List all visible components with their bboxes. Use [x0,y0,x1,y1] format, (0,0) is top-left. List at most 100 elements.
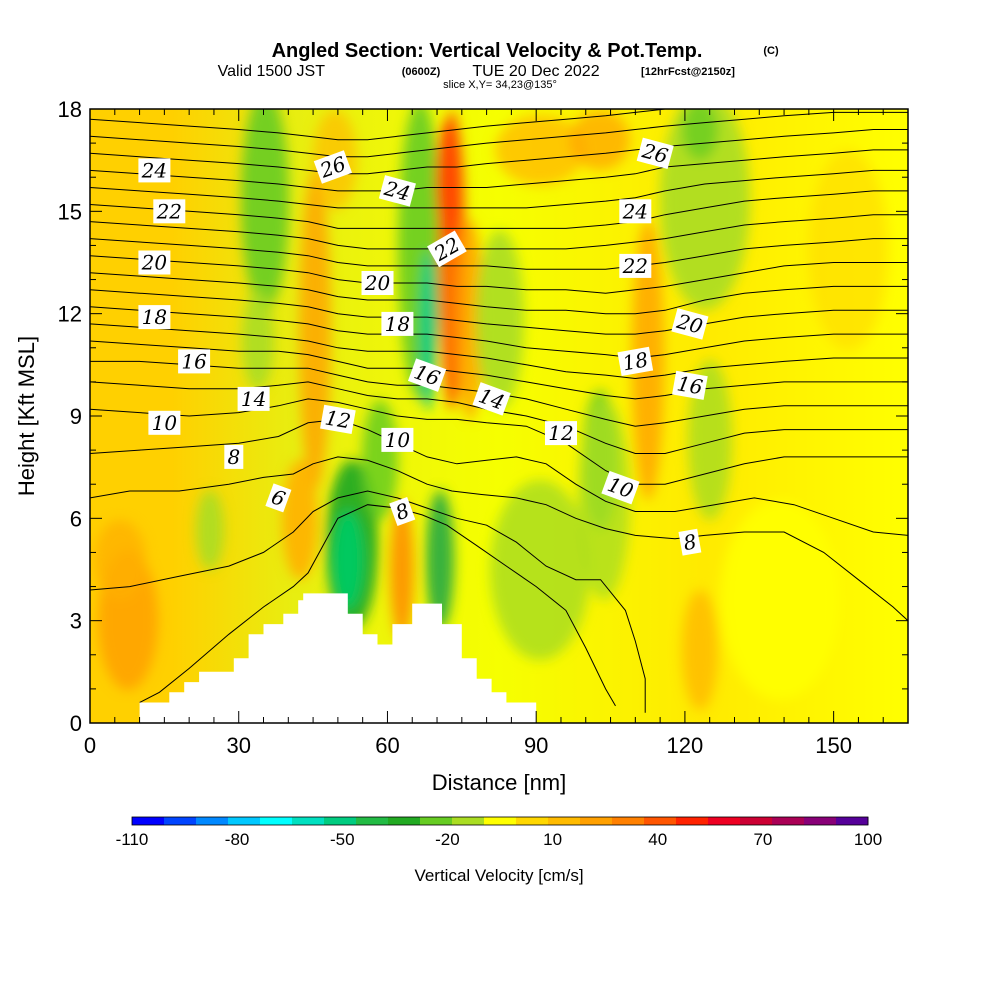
contour-label-text: 8 [682,529,699,555]
title-valid: Valid 1500 JST [218,63,326,80]
colorbar-swatch [292,817,325,825]
vv-blob [332,510,364,610]
colorbar-title: Vertical Velocity [cm/s] [414,866,583,885]
contour-label-box [224,444,244,469]
vv-blob [720,500,840,700]
colorbar-tick-label: -20 [435,830,460,849]
x-tick-label: 120 [667,733,704,758]
figure-title: Angled Section: Vertical Velocity & Pot.… [218,40,779,91]
contour-label-text: 24 [141,158,167,182]
contour-label-text: 22 [156,199,182,223]
contour-label: 20 [138,250,171,275]
theta-contour-line [90,323,908,380]
colorbar-swatch [708,817,741,825]
title-copyright: (C) [763,45,779,57]
colorbar-swatch [196,817,229,825]
x-axis: 0 30 60 90 120 150 [84,109,909,758]
vv-blob [456,220,484,420]
vv-blob [808,150,888,350]
contour-label-text: 12 [323,405,352,433]
contour-label-box [389,496,416,527]
contour-label: 10 [381,427,414,452]
x-tick-label: 150 [815,733,852,758]
vv-blob [94,520,146,600]
theta-contour-line [90,111,908,158]
x-tick-label: 30 [226,733,250,758]
colorbar-swatch [228,817,261,825]
y-tick-label: 9 [70,404,82,429]
theta-contour-line [90,190,908,229]
vv-blob [476,230,524,410]
contour-label-text: 10 [152,411,178,435]
contour-label-text: 12 [548,421,573,445]
colorbar-tick-label: -80 [225,830,250,849]
theta-contour-line [90,109,666,141]
vv-blob [196,490,224,570]
title-forecast: [12hrFcst@2150z] [641,66,735,78]
contour-label-box [407,358,447,392]
colorbar-swatch [356,817,389,825]
y-tick-label: 18 [58,97,82,122]
colorbar-swatch [548,817,581,825]
contour-label-box [617,346,654,376]
y-axis: 0 3 6 9 12 15 18 [58,97,908,736]
colorbar-swatch [836,817,869,825]
theta-contour-line [90,255,908,294]
y-tick-label: 12 [58,302,82,327]
contour-label: 24 [378,175,416,207]
colorbar-swatch [324,817,357,825]
contour-label-text: 20 [364,271,391,295]
theta-contour-line [90,306,908,359]
contour-label-box [619,199,652,224]
contour-label-box [148,410,181,435]
colorbar-swatch [804,817,837,825]
colorbar-tick-label: -110 [116,830,149,849]
colorbar-swatch [772,817,805,825]
contour-label: 18 [138,305,171,330]
contour-label: 16 [178,349,211,374]
theta-contour-line [90,129,908,175]
contour-label-box [671,308,709,340]
contour-label-text: 10 [385,428,411,452]
vv-blob [490,480,590,660]
contour-label-text: 24 [622,199,648,223]
y-tick-label: 3 [70,609,82,634]
x-axis-label: Distance [nm] [432,770,567,795]
contour-label-box [361,271,394,295]
contour-label-box [636,137,674,170]
contour-label-box [672,370,708,400]
contour-label-box [378,175,416,207]
contour-label-box [678,528,702,556]
vv-blob [390,500,414,640]
contour-label: 12 [320,404,356,434]
x-tick-label: 60 [375,733,399,758]
y-tick-label: 6 [70,506,82,531]
contour-label: 20 [361,271,394,295]
colorbar-swatch [452,817,485,825]
contour-label: 8 [389,496,416,527]
contour-label-box [381,311,414,336]
vv-blob [688,360,732,520]
colorbar-swatch [164,817,197,825]
colorbar-tick-label: 100 [854,830,882,849]
contour-label-box [138,305,171,330]
contour-label-box [178,349,211,374]
colorbar-swatch [740,817,773,825]
theta-contour-line [90,490,646,713]
contour-label: 22 [153,199,186,224]
vv-blob [241,109,289,310]
title-main: Angled Section: Vertical Velocity & Pot.… [272,40,703,62]
colorbar-swatch [260,817,293,825]
colorbar-tick-label: 70 [753,830,772,849]
vv-blob [495,115,585,185]
contour-label-box [313,150,353,184]
contour-label-text: 20 [141,251,168,275]
contour-label-text: 22 [622,254,648,278]
theta-contour-line [90,272,908,315]
contour-label-box [427,230,467,268]
title-valid-utc: (0600Z) [402,66,441,78]
contour-label-box [153,199,186,224]
contour-label: 18 [381,311,414,336]
x-tick-label: 90 [524,733,548,758]
